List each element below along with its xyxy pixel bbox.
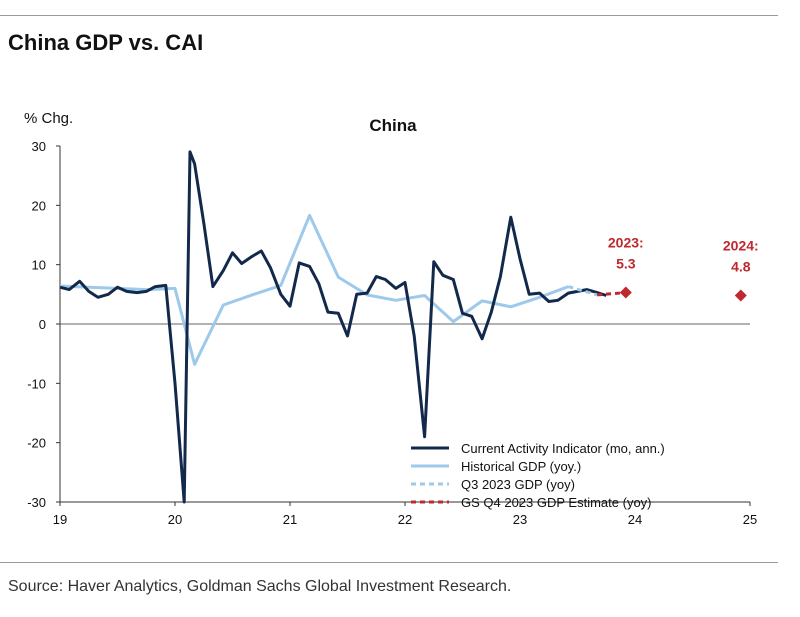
legend-label-2: Q3 2023 GDP (yoy) [461,477,575,492]
series-line-0 [60,150,607,504]
y-tick-label: 20 [32,198,46,213]
x-tick-label: 24 [628,512,642,527]
annotations-layer: 2023: 5.3 2024: 4.8 [608,235,759,302]
series-layer [60,150,626,504]
series-line-2 [567,285,598,297]
x-tick-label: 25 [743,512,757,527]
bottom-rule [0,562,778,563]
legend-label-3: GS Q4 2023 GDP Estimate (yoy) [461,495,652,510]
axes: 30 20 10 0 -10 -20 -30 19 20 21 22 23 24 25 [27,139,757,527]
top-rule [0,15,778,16]
legend-label-1: Historical GDP (yoy.) [461,459,581,474]
y-tick-label: -10 [27,376,46,391]
x-tick-label: 21 [283,512,297,527]
y-tick-label: -20 [27,436,46,451]
annotation-value-1: 4.8 [731,259,751,275]
figure-title: China GDP vs. CAI [8,30,204,55]
y-axis-label: % Chg. [24,110,73,127]
y-tick-label: -30 [27,495,46,510]
forecast-marker-1 [734,289,747,302]
x-tick-label: 20 [168,512,182,527]
series-line-1 [60,213,569,366]
y-tick-label: 0 [39,317,46,332]
series-line-3 [596,291,626,297]
x-tick-label: 19 [53,512,67,527]
x-tick-label: 22 [398,512,412,527]
annotation-year-1: 2024: [723,238,759,254]
annotation-value-0: 5.3 [616,256,636,272]
forecast-marker-0 [619,286,632,299]
x-tick-label: 23 [513,512,527,527]
chart: China % Chg. 30 20 10 0 -10 -20 -30 19 20 21 22 23 2… [24,110,759,527]
annotation-year-0: 2023: [608,235,644,251]
y-tick-label: 10 [32,258,46,273]
y-tick-label: 30 [32,139,46,154]
legend-label-0: Current Activity Indicator (mo, ann.) [461,441,665,456]
source-note: Source: Haver Analytics, Goldman Sachs G… [8,578,512,595]
chart-title: China [369,116,417,135]
legend: Current Activity Indicator (mo, ann.) His… [411,441,665,510]
